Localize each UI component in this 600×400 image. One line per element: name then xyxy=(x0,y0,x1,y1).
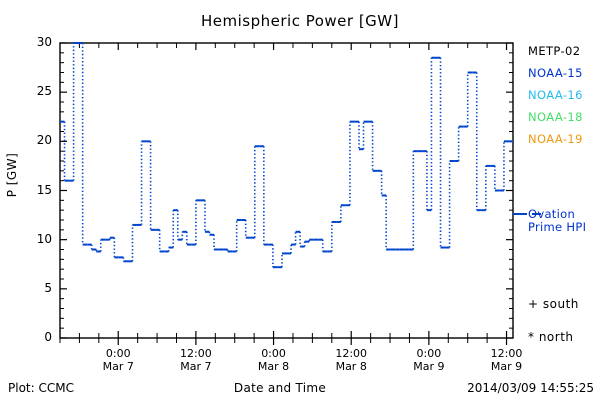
page-title: Hemispheric Power [GW] xyxy=(201,12,399,30)
ovation-legend-line1: Ovation xyxy=(528,207,576,221)
y-tick-label: 25 xyxy=(36,84,52,99)
x-tick-date: Mar 9 xyxy=(490,360,523,373)
ovation-legend-label: Ovation Prime HPI xyxy=(528,208,586,234)
data-series-ovation-prime-hpi xyxy=(60,42,513,269)
ovation-legend-line2: Prime HPI xyxy=(528,220,587,234)
plot-source-label: Plot: CCMC xyxy=(8,381,74,395)
marker-legend-south: + south xyxy=(528,297,579,311)
legend-item-noaa-19: NOAA-19 xyxy=(528,132,583,146)
x-tick-label: 0:00 Mar 9 xyxy=(389,347,469,373)
x-tick-label: 0:00 Mar 7 xyxy=(78,347,158,373)
ovation-legend-dash2-icon xyxy=(532,213,541,215)
legend-item-metp-02: METP-02 xyxy=(528,44,581,58)
x-tick-date: Mar 9 xyxy=(413,360,445,373)
x-tick-time: 0:00 xyxy=(105,347,131,360)
x-tick-date: Mar 8 xyxy=(257,360,290,373)
x-tick-label: 12:00 Mar 9 xyxy=(467,347,547,373)
x-axis-label: Date and Time xyxy=(233,381,327,395)
y-tick-label: 10 xyxy=(36,231,52,246)
x-tick-date: Mar 8 xyxy=(335,360,367,373)
x-tick-time: 0:00 xyxy=(416,347,442,360)
x-tick-time: 12:00 xyxy=(180,347,212,360)
plot-frame xyxy=(59,42,514,339)
y-tick-label: 5 xyxy=(44,280,52,295)
marker-legend-north: * north xyxy=(528,330,574,344)
x-tick-label: 12:00 Mar 7 xyxy=(156,347,236,373)
x-tick-time: 0:00 xyxy=(261,347,286,360)
timestamp-label: 2014/03/09 14:55:25 xyxy=(467,381,594,395)
y-tick-label: 30 xyxy=(36,35,52,49)
x-tick-date: Mar 7 xyxy=(180,360,212,373)
ovation-legend-dash-icon xyxy=(513,213,527,215)
x-tick-label: 12:00 Mar 8 xyxy=(311,347,391,373)
y-tick-label: 20 xyxy=(36,133,52,148)
y-tick-label: 0 xyxy=(44,330,52,344)
y-tick-label: 15 xyxy=(36,182,52,197)
x-tick-label: 0:00 Mar 8 xyxy=(234,347,314,373)
x-tick-time: 12:00 xyxy=(490,347,523,360)
x-tick-date: Mar 7 xyxy=(102,360,134,373)
legend-item-noaa-15: NOAA-15 xyxy=(528,66,583,80)
legend-item-noaa-18: NOAA-18 xyxy=(528,110,583,124)
x-tick-time: 12:00 xyxy=(335,347,368,360)
legend-item-noaa-16: NOAA-16 xyxy=(528,88,583,102)
